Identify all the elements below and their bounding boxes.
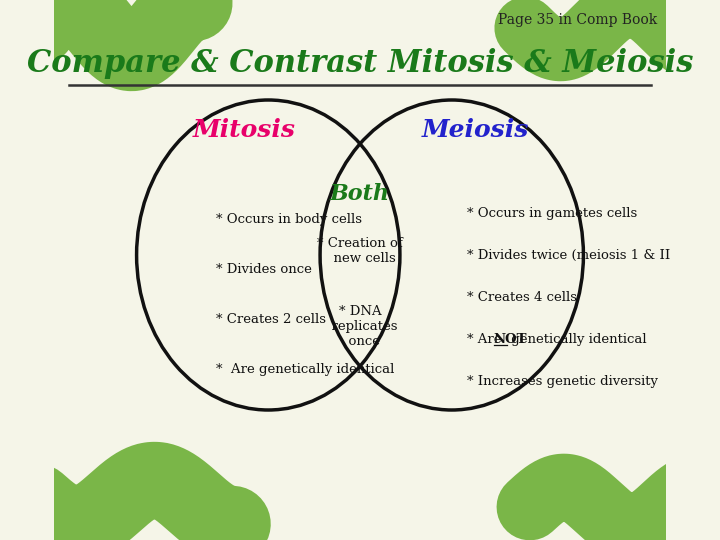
Text: * Creates 4 cells: * Creates 4 cells [467,291,577,304]
Text: * Divides once: * Divides once [215,263,312,276]
Text: * Occurs in gametes cells: * Occurs in gametes cells [467,207,637,220]
Text: genetically identical: genetically identical [507,333,647,346]
Text: * Occurs in body cells: * Occurs in body cells [215,213,361,226]
Text: Mitosis: Mitosis [193,118,296,142]
Text: * Creation of
  new cells: * Creation of new cells [317,237,403,265]
Text: * Are: * Are [467,333,505,346]
Text: * Creates 2 cells: * Creates 2 cells [215,313,325,326]
Text: Compare & Contrast Mitosis & Meiosis: Compare & Contrast Mitosis & Meiosis [27,48,693,79]
Text: NOT: NOT [493,333,527,346]
Text: Page 35 in Comp Book: Page 35 in Comp Book [498,13,657,27]
Text: * Increases genetic diversity: * Increases genetic diversity [467,375,658,388]
Text: * Divides twice (meiosis 1 & II: * Divides twice (meiosis 1 & II [467,249,670,262]
Text: * DNA
  replicates
  once: * DNA replicates once [323,305,397,348]
Text: Both: Both [330,183,390,205]
Text: *  Are genetically identical: * Are genetically identical [215,363,394,376]
Text: Meiosis: Meiosis [422,118,529,142]
